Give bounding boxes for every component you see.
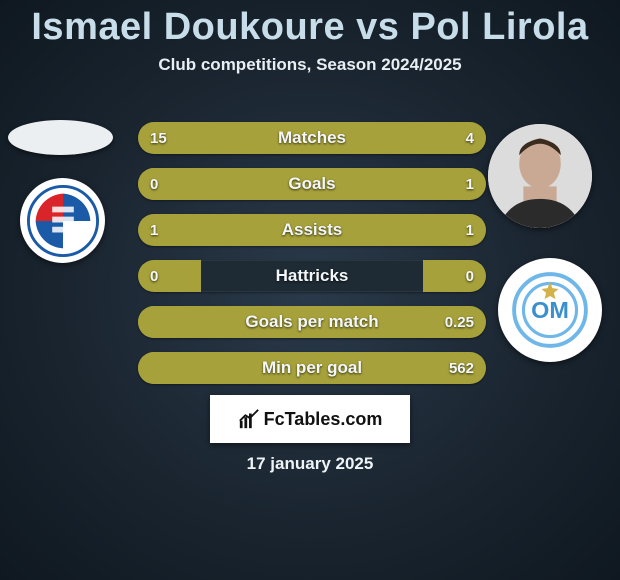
branding-box: FcTables.com bbox=[210, 395, 410, 443]
branding-logo-icon bbox=[238, 408, 260, 430]
stats-container: 154Matches 01Goals 11Assists 00Hattricks 0.2… bbox=[138, 122, 486, 398]
page-subtitle: Club competitions, Season 2024/2025 bbox=[0, 55, 620, 75]
club-left-crest bbox=[20, 178, 105, 263]
stat-label: Matches bbox=[138, 122, 486, 154]
strasbourg-crest-icon bbox=[27, 185, 99, 257]
stat-row: 562Min per goal bbox=[138, 352, 486, 384]
player-silhouette-icon bbox=[488, 124, 592, 228]
player-right-avatar bbox=[488, 124, 592, 228]
club-right-crest: OM bbox=[498, 258, 602, 362]
stat-label: Goals per match bbox=[138, 306, 486, 338]
branding-text: FcTables.com bbox=[264, 409, 383, 430]
stat-label: Min per goal bbox=[138, 352, 486, 384]
stat-label: Goals bbox=[138, 168, 486, 200]
date-text: 17 january 2025 bbox=[0, 454, 620, 474]
page-title: Ismael Doukoure vs Pol Lirola bbox=[0, 0, 620, 49]
stat-row: 00Hattricks bbox=[138, 260, 486, 292]
stat-row: 11Assists bbox=[138, 214, 486, 246]
player-left-avatar bbox=[8, 120, 113, 155]
stat-row: 154Matches bbox=[138, 122, 486, 154]
marseille-crest-icon: OM bbox=[511, 271, 589, 349]
stat-row: 0.25Goals per match bbox=[138, 306, 486, 338]
stat-row: 01Goals bbox=[138, 168, 486, 200]
stat-label: Assists bbox=[138, 214, 486, 246]
stat-label: Hattricks bbox=[138, 260, 486, 292]
svg-text:OM: OM bbox=[531, 297, 569, 323]
